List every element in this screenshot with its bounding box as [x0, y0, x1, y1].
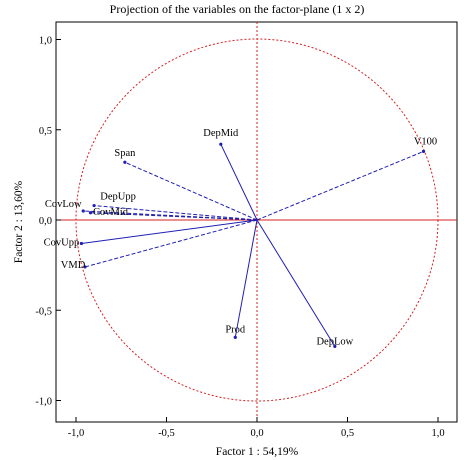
x-tick-label: 0,0	[250, 428, 263, 439]
vector-line	[94, 205, 258, 221]
vector-line	[256, 219, 336, 347]
variable-covupp: CovUpp	[44, 219, 258, 248]
vector-label: DepMid	[203, 128, 239, 139]
variable-covmid: CovMid	[88, 207, 258, 221]
chart-title: Projection of the variables on the facto…	[110, 2, 365, 16]
variable-covlow: CovLow	[45, 199, 258, 221]
variable-deplow: DepLow	[256, 219, 354, 348]
vector-line	[83, 210, 258, 221]
vector-label: CovUpp	[44, 237, 80, 248]
vector-line	[124, 161, 258, 221]
vector-label: Span	[114, 148, 136, 159]
variable-vmd: VMD	[61, 219, 258, 271]
variable-depmid: DepMid	[203, 128, 258, 221]
vector-line	[81, 219, 258, 244]
vector-label: DepLow	[316, 336, 353, 347]
y-axis-ticks: 1,0 0,5 0,0 -0,5 -1,0	[35, 36, 61, 408]
x-tick-label: 1,0	[431, 428, 444, 439]
vector-line	[234, 219, 258, 338]
y-tick-label: -1,0	[35, 397, 52, 408]
variable-span: Span	[114, 148, 258, 221]
vector-endpoint	[333, 344, 337, 348]
y-axis-label: Factor 2 : 13,60%	[13, 180, 25, 263]
unit-circle	[75, 38, 439, 402]
x-axis-label: Factor 1 : 54,19%	[216, 446, 299, 458]
vector-line	[90, 212, 258, 221]
vector-endpoint	[88, 211, 93, 215]
vector-endpoint	[79, 241, 84, 246]
vector-endpoint	[233, 335, 237, 339]
vector-label: DepUpp	[100, 192, 136, 203]
vector-line	[256, 150, 424, 221]
vector-label: V100	[414, 136, 437, 147]
vector-endpoint	[92, 203, 96, 208]
vector-endpoint	[81, 209, 85, 213]
x-tick-label: -1,0	[68, 428, 85, 439]
variable-prod: Prod	[225, 219, 258, 339]
y-tick-label: -0,5	[35, 306, 52, 317]
x-tick-label: 0,5	[341, 428, 354, 439]
vector-label: CovMid	[93, 207, 129, 218]
variable-depupp: DepUpp	[92, 192, 258, 221]
vector-label: Prod	[225, 324, 246, 335]
variable-v100: V100	[256, 136, 437, 221]
vector-label: CovLow	[45, 199, 82, 210]
vector-line	[220, 143, 258, 221]
vector-endpoint	[421, 149, 426, 154]
y-tick-label: 0,0	[39, 216, 52, 227]
variable-vectors: DepMid V100 Span DepUpp CovLow CovMid CovUpp VM…	[44, 128, 437, 348]
y-tick-label: 1,0	[39, 36, 52, 47]
x-axis-ticks: -1,0 -0,5 0,0 0,5 1,0	[68, 417, 445, 439]
vector-endpoint	[83, 265, 87, 269]
x-tick-label: -0,5	[158, 428, 175, 439]
vector-endpoint	[219, 142, 223, 146]
y-tick-label: 0,5	[39, 126, 52, 137]
vector-label: VMD	[61, 260, 86, 271]
vector-endpoint	[123, 160, 127, 164]
